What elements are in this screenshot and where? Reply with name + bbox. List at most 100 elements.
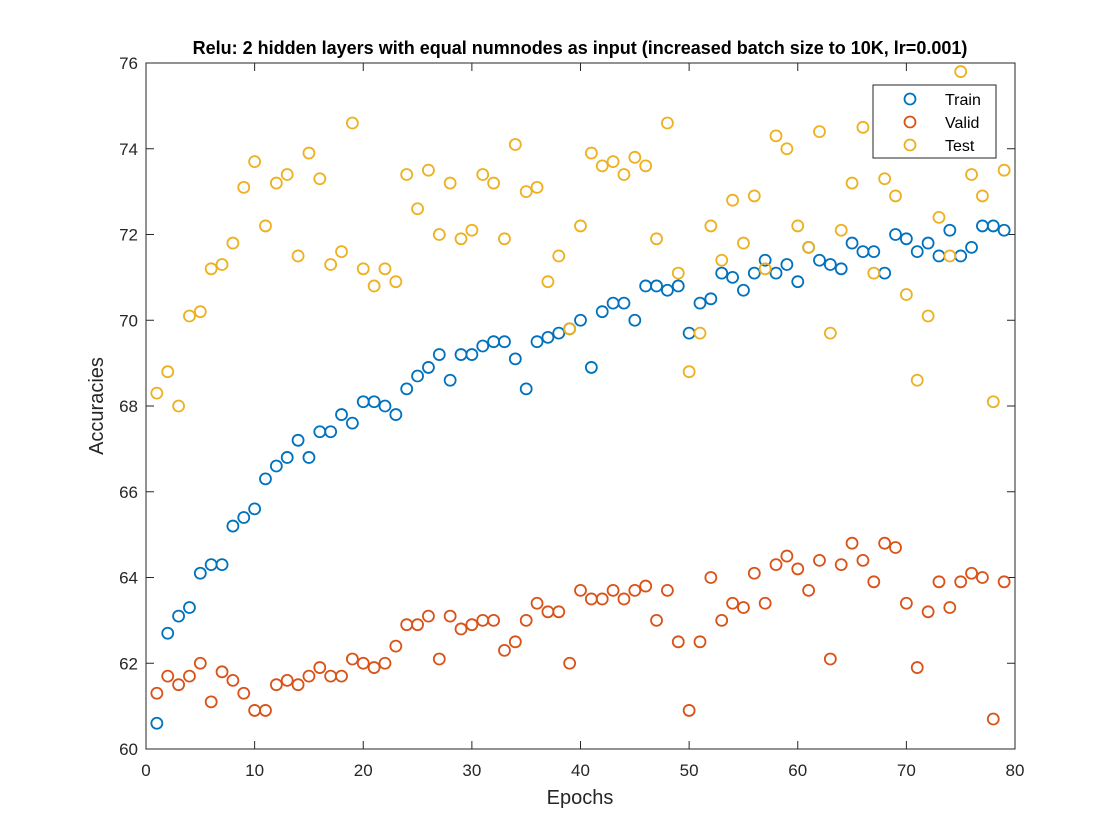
data-point-valid	[617, 592, 631, 606]
data-point-test	[823, 326, 837, 340]
data-point-valid	[335, 669, 348, 683]
data-point-train	[150, 716, 164, 730]
data-point-train	[574, 313, 587, 327]
data-point-valid	[411, 618, 424, 632]
data-point-test	[204, 262, 218, 276]
data-point-valid	[834, 558, 848, 572]
data-point-valid	[726, 596, 739, 610]
data-point-test	[172, 399, 185, 413]
data-point-valid	[204, 695, 218, 709]
y-tick-label: 70	[119, 311, 138, 330]
data-point-test	[845, 176, 859, 190]
data-point-valid	[639, 579, 653, 593]
data-point-valid	[650, 613, 663, 627]
legend-marker-train	[903, 92, 917, 106]
data-point-test	[313, 172, 327, 186]
data-point-valid	[791, 562, 805, 576]
data-point-test	[269, 176, 283, 190]
data-point-valid	[856, 553, 870, 567]
data-point-valid	[356, 656, 370, 670]
data-point-test	[899, 288, 913, 301]
data-point-test	[639, 159, 653, 173]
data-point-test	[574, 219, 587, 233]
data-point-valid	[769, 558, 783, 572]
y-tick-label: 74	[119, 140, 138, 159]
data-point-valid	[367, 661, 381, 674]
data-point-valid	[291, 678, 305, 692]
data-point-train	[291, 433, 305, 447]
data-point-test	[737, 236, 750, 250]
legend-label-train: Train	[945, 92, 981, 109]
data-point-valid	[150, 686, 164, 700]
data-point-valid	[595, 592, 609, 606]
chart-title: Relu: 2 hidden layers with equal numnode…	[193, 38, 968, 58]
data-point-test	[943, 249, 957, 263]
data-point-valid	[889, 541, 902, 554]
data-point-test	[443, 176, 457, 190]
data-point-test	[150, 386, 164, 400]
data-point-train	[823, 258, 837, 271]
legend: Train Valid Test	[872, 84, 997, 159]
data-point-test	[802, 240, 816, 254]
data-point-train	[780, 258, 794, 271]
data-point-valid	[443, 609, 457, 623]
data-point-train	[411, 369, 424, 383]
data-point-test	[965, 168, 978, 181]
data-point-test	[356, 262, 370, 276]
data-point-train	[161, 626, 175, 640]
data-point-valid	[237, 686, 251, 700]
data-point-train	[269, 459, 283, 473]
data-point-valid	[530, 596, 544, 610]
data-point-train	[889, 228, 902, 241]
data-point-test	[682, 365, 696, 379]
data-point-valid	[313, 661, 327, 674]
data-point-test	[584, 146, 598, 160]
data-point-train	[324, 425, 338, 439]
data-point-train	[183, 601, 196, 614]
data-point-test	[834, 223, 848, 237]
data-point-valid	[682, 704, 696, 717]
data-point-train	[595, 305, 609, 319]
data-point-test	[552, 249, 566, 263]
data-point-valid	[498, 643, 511, 657]
data-point-train	[997, 223, 1011, 237]
data-point-train	[541, 330, 555, 344]
data-point-test	[215, 258, 229, 271]
data-point-valid	[878, 536, 892, 550]
data-point-valid	[302, 669, 316, 683]
data-point-train	[671, 279, 685, 293]
data-point-test	[422, 163, 435, 177]
data-point-train	[910, 245, 924, 259]
data-point-train	[476, 339, 490, 353]
data-point-train	[226, 519, 240, 533]
data-point-valid	[519, 613, 533, 627]
x-tick-label: 80	[1006, 761, 1025, 780]
data-point-valid	[932, 575, 946, 589]
data-point-valid	[280, 674, 294, 687]
data-point-train	[172, 609, 185, 623]
data-point-valid	[215, 665, 229, 679]
data-point-train	[215, 558, 229, 572]
data-point-train	[921, 236, 935, 250]
data-point-valid	[976, 571, 989, 584]
y-tick-label: 76	[119, 54, 138, 73]
data-point-test	[389, 275, 403, 289]
legend-label-test: Test	[945, 138, 975, 155]
data-point-train	[715, 266, 729, 280]
data-point-test	[465, 223, 479, 237]
data-point-train	[584, 361, 598, 374]
data-point-valid	[161, 669, 175, 683]
data-point-valid	[661, 583, 674, 597]
data-point-test	[487, 176, 501, 190]
data-point-test	[345, 116, 359, 130]
data-point-test	[661, 116, 674, 130]
data-point-test	[921, 309, 935, 323]
data-point-train	[422, 361, 435, 374]
data-point-test	[519, 185, 533, 199]
y-axis-label: Accuracies	[86, 357, 108, 455]
data-point-train	[943, 223, 957, 237]
data-point-test	[726, 193, 739, 207]
data-point-test	[910, 373, 924, 387]
